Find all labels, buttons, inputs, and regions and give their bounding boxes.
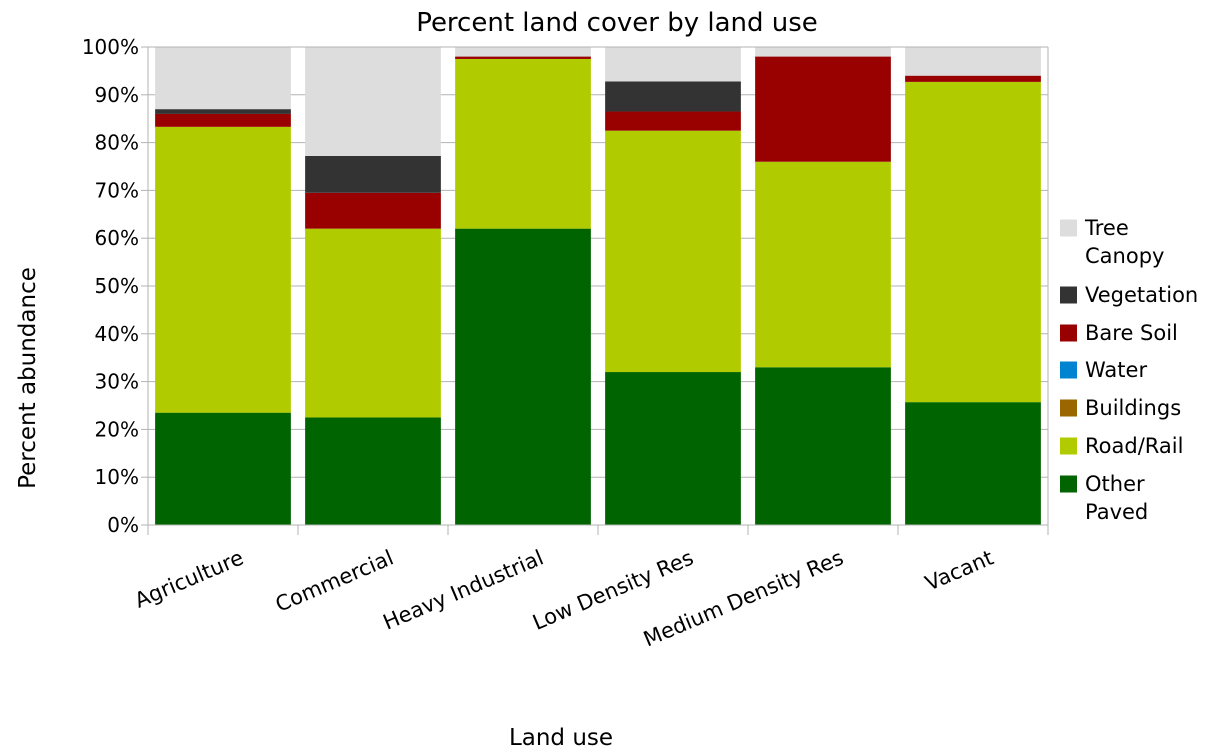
bar-segment-vegetation <box>455 58 591 229</box>
legend-label-vegetation: Road/Rail <box>1085 434 1183 458</box>
bar-segment-buildings <box>905 75 1041 82</box>
legend-label-other-paved: Canopy <box>1085 244 1164 268</box>
bar-segment-road-rail <box>305 155 441 193</box>
legend-label-other-paved: Tree <box>1084 216 1129 240</box>
legend-swatch-buildings <box>1060 324 1077 342</box>
y-tick-label: 80% <box>95 131 139 155</box>
bar-segment-tree-canopy <box>755 367 891 525</box>
y-tick-label: 40% <box>95 322 139 346</box>
bar-segment-other-paved <box>905 47 1041 76</box>
bar-segment-other-paved <box>755 47 891 57</box>
y-tick-label: 20% <box>95 417 139 441</box>
y-tick-label: 50% <box>95 274 139 298</box>
bar-segment-road-rail <box>605 81 741 112</box>
axes <box>141 46 1049 535</box>
legend-swatch-bare-soil <box>1060 399 1077 417</box>
bar-segment-tree-canopy <box>155 412 291 525</box>
legend-label-water: Water <box>1085 358 1147 382</box>
x-tick-label: Vacant <box>922 546 997 596</box>
x-tick-label: Commercial <box>272 546 397 617</box>
bar-segment-buildings <box>755 56 891 162</box>
bar-segment-tree-canopy <box>905 402 1041 525</box>
bar-segment-tree-canopy <box>455 228 591 525</box>
legend: Tree Canopy Vegetation Bare Soil Water Buildi… <box>1060 216 1198 524</box>
legend-swatch-tree-canopy <box>1060 475 1077 493</box>
legend-swatch-vegetation <box>1060 437 1077 455</box>
legend-label-buildings: Bare Soil <box>1085 321 1178 345</box>
y-tick-label: 0% <box>107 513 139 537</box>
y-tick-label: 30% <box>95 370 139 394</box>
legend-swatch-water <box>1060 361 1077 379</box>
x-tick-label: Agriculture <box>131 546 247 613</box>
bar-segment-other-paved <box>155 47 291 110</box>
bar-segment-buildings <box>455 56 591 59</box>
bar-segment-buildings <box>305 192 441 229</box>
y-tick-label: 10% <box>95 465 139 489</box>
bar-segment-tree-canopy <box>605 372 741 525</box>
y-tick-label: 100% <box>82 35 139 59</box>
bar-segment-vegetation <box>905 81 1041 403</box>
bar-segment-other-paved <box>305 47 441 156</box>
bar-segment-other-paved <box>605 47 741 82</box>
chart-title: Percent land cover by land use <box>416 8 818 38</box>
bar-segment-tree-canopy <box>305 417 441 525</box>
x-tick-label: Heavy Industrial <box>380 546 547 635</box>
y-axis-label: Percent abundance <box>15 267 41 489</box>
legend-swatch-other-paved <box>1060 219 1077 237</box>
legend-label-road-rail: Vegetation <box>1085 283 1198 307</box>
legend-label-tree-canopy: Paved <box>1085 500 1148 524</box>
bar-segment-buildings <box>155 113 291 127</box>
bar-segment-other-paved <box>455 47 591 57</box>
bar-segment-vegetation <box>155 126 291 413</box>
y-tick-label: 70% <box>95 178 139 202</box>
bars <box>155 47 1041 525</box>
bar-segment-vegetation <box>305 228 441 418</box>
y-tick-label: 60% <box>95 226 139 250</box>
x-axis-label: Land use <box>509 725 613 751</box>
bar-segment-buildings <box>605 111 741 131</box>
y-tick-labels: 0% 10% 20% 30% 40% 50% 60% 70% 80% 90% 100% <box>82 35 139 537</box>
legend-label-tree-canopy: Other <box>1085 472 1145 496</box>
bar-segment-vegetation <box>605 130 741 373</box>
legend-swatch-road-rail <box>1060 286 1077 304</box>
bar-segment-road-rail <box>155 109 291 114</box>
legend-label-bare-soil: Buildings <box>1085 396 1181 420</box>
y-tick-label: 90% <box>95 83 139 107</box>
bar-segment-vegetation <box>755 161 891 368</box>
